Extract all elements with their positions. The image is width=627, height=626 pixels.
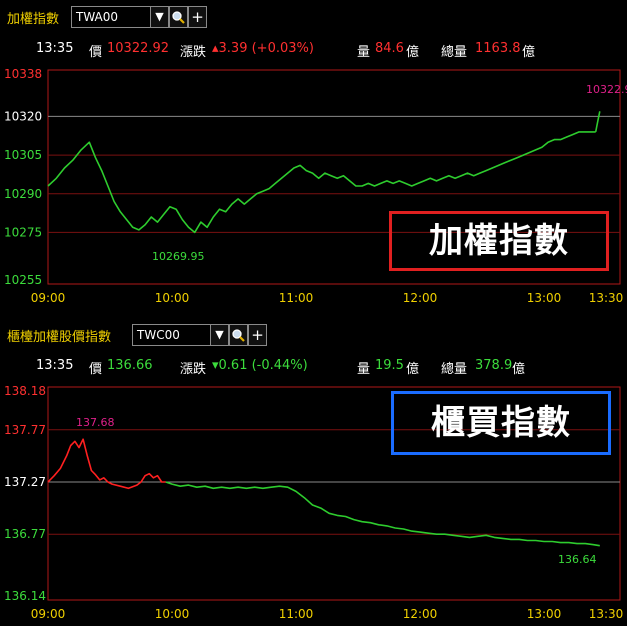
top-x-tick-label: 09:00 (31, 291, 66, 305)
top-y-tick-label: 10290 (4, 187, 42, 201)
bottom-search-button[interactable] (229, 324, 248, 346)
top-intraday-chart: 10338 10320 10305 10290 10275 10255 09:00 10:00… (4, 67, 627, 305)
top-y-tick-label: 10305 (4, 148, 42, 162)
bottom-y-tick-label: 137.77 (4, 423, 46, 437)
top-search-button[interactable] (169, 6, 188, 28)
bottom-y-tick-label: 136.14 (4, 589, 46, 603)
top-quote-bar: 13:35 價 10322.92 漲跌 ▴3.39 (+0.03%) 量 84.… (0, 41, 627, 61)
top-x-tick-label: 10:00 (155, 291, 190, 305)
top-x-tick-label: 11:00 (279, 291, 314, 305)
top-y-tick-label: 10320 (4, 109, 42, 123)
bottom-total-unit: 億 (512, 362, 526, 377)
top-volume: 84.6 (375, 41, 404, 56)
bottom-total-label: 總量 (441, 362, 468, 377)
top-y-tick-label: 10338 (4, 67, 42, 81)
magnifier-icon (232, 329, 245, 342)
bottom-symbol-input[interactable]: TWC00 (132, 324, 212, 346)
top-total-unit: 億 (522, 45, 536, 60)
bottom-x-tick-label: 13:30 (589, 607, 624, 621)
bottom-intraday-chart: 138.18 137.77 137.27 136.77 136.14 09:00 10:00… (4, 384, 624, 621)
top-change-label: 漲跌 (180, 45, 207, 60)
bottom-x-tick-label: 09:00 (31, 607, 66, 621)
plus-icon: + (251, 326, 264, 344)
bottom-volume-unit: 億 (406, 362, 420, 377)
bottom-change-label: 漲跌 (180, 362, 207, 377)
bottom-plot-frame (47, 386, 621, 601)
bottom-x-tick-label: 13:00 (527, 607, 562, 621)
top-volume-unit: 億 (406, 45, 420, 60)
top-toolbar: 加權指數 TWA00 ▼ + (0, 4, 627, 30)
bottom-index-badge: 櫃買指數 (391, 391, 611, 455)
bottom-x-tick-label: 12:00 (403, 607, 438, 621)
top-total: 1163.8 (475, 41, 521, 56)
top-index-badge: 加權指數 (389, 211, 609, 271)
top-high-annotation: 10322.9 (586, 83, 627, 96)
top-price: 10322.92 (107, 41, 170, 56)
top-total-label: 總量 (441, 45, 468, 60)
bottom-time: 13:35 (36, 358, 74, 373)
bottom-volume: 19.5 (375, 358, 404, 373)
bottom-y-tick-label: 136.77 (4, 527, 46, 541)
top-symbol-input[interactable]: TWA00 (71, 6, 151, 28)
bottom-series-line-1 (165, 481, 600, 547)
bottom-price: 136.66 (107, 358, 153, 373)
bottom-volume-label: 量 (357, 362, 371, 377)
magnifier-icon (172, 11, 185, 24)
top-y-tick-label: 10255 (4, 273, 42, 287)
bottom-panel-title: 櫃檯加權股價指數 (7, 330, 112, 345)
top-low-annotation: 10269.95 (152, 250, 205, 263)
top-y-tick-label: 10275 (4, 225, 42, 239)
top-symbol-dropdown-button[interactable]: ▼ (150, 6, 169, 28)
bottom-toolbar: 櫃檯加權股價指數 TWC00 ▼ + (0, 322, 627, 348)
plus-icon: + (191, 8, 204, 26)
top-plot-frame (47, 69, 621, 285)
top-change: ▴3.39 (+0.03%) (212, 41, 314, 56)
top-x-tick-label: 13:30 (589, 291, 624, 305)
chevron-down-icon: ▼ (215, 328, 224, 341)
top-add-button[interactable]: + (188, 6, 207, 28)
bottom-y-tick-label: 138.18 (4, 384, 46, 398)
bottom-x-tick-label: 11:00 (279, 607, 314, 621)
bottom-series-line-0 (47, 438, 166, 490)
bottom-quote-bar: 13:35 價 136.66 漲跌 ▾0.61 (-0.44%) 量 19.5 … (0, 358, 627, 378)
top-panel-title: 加權指數 (7, 12, 60, 27)
top-series-line-0 (47, 131, 596, 234)
bottom-price-label: 價 (89, 362, 103, 377)
bottom-add-button[interactable]: + (248, 324, 267, 346)
bottom-x-tick-label: 10:00 (155, 607, 190, 621)
top-series-line-1 (594, 111, 601, 133)
bottom-symbol-dropdown-button[interactable]: ▼ (210, 324, 229, 346)
chevron-down-icon: ▼ (155, 10, 164, 23)
bottom-change: ▾0.61 (-0.44%) (212, 358, 308, 373)
top-price-label: 價 (89, 45, 103, 60)
top-x-tick-label: 12:00 (403, 291, 438, 305)
top-x-tick-label: 13:00 (527, 291, 562, 305)
bottom-total: 378.9 (475, 358, 513, 373)
bottom-low-annotation: 136.64 (558, 553, 597, 566)
bottom-high-annotation: 137.68 (76, 416, 115, 429)
top-time: 13:35 (36, 41, 74, 56)
top-volume-label: 量 (357, 45, 371, 60)
bottom-y-tick-label: 137.27 (4, 475, 46, 489)
